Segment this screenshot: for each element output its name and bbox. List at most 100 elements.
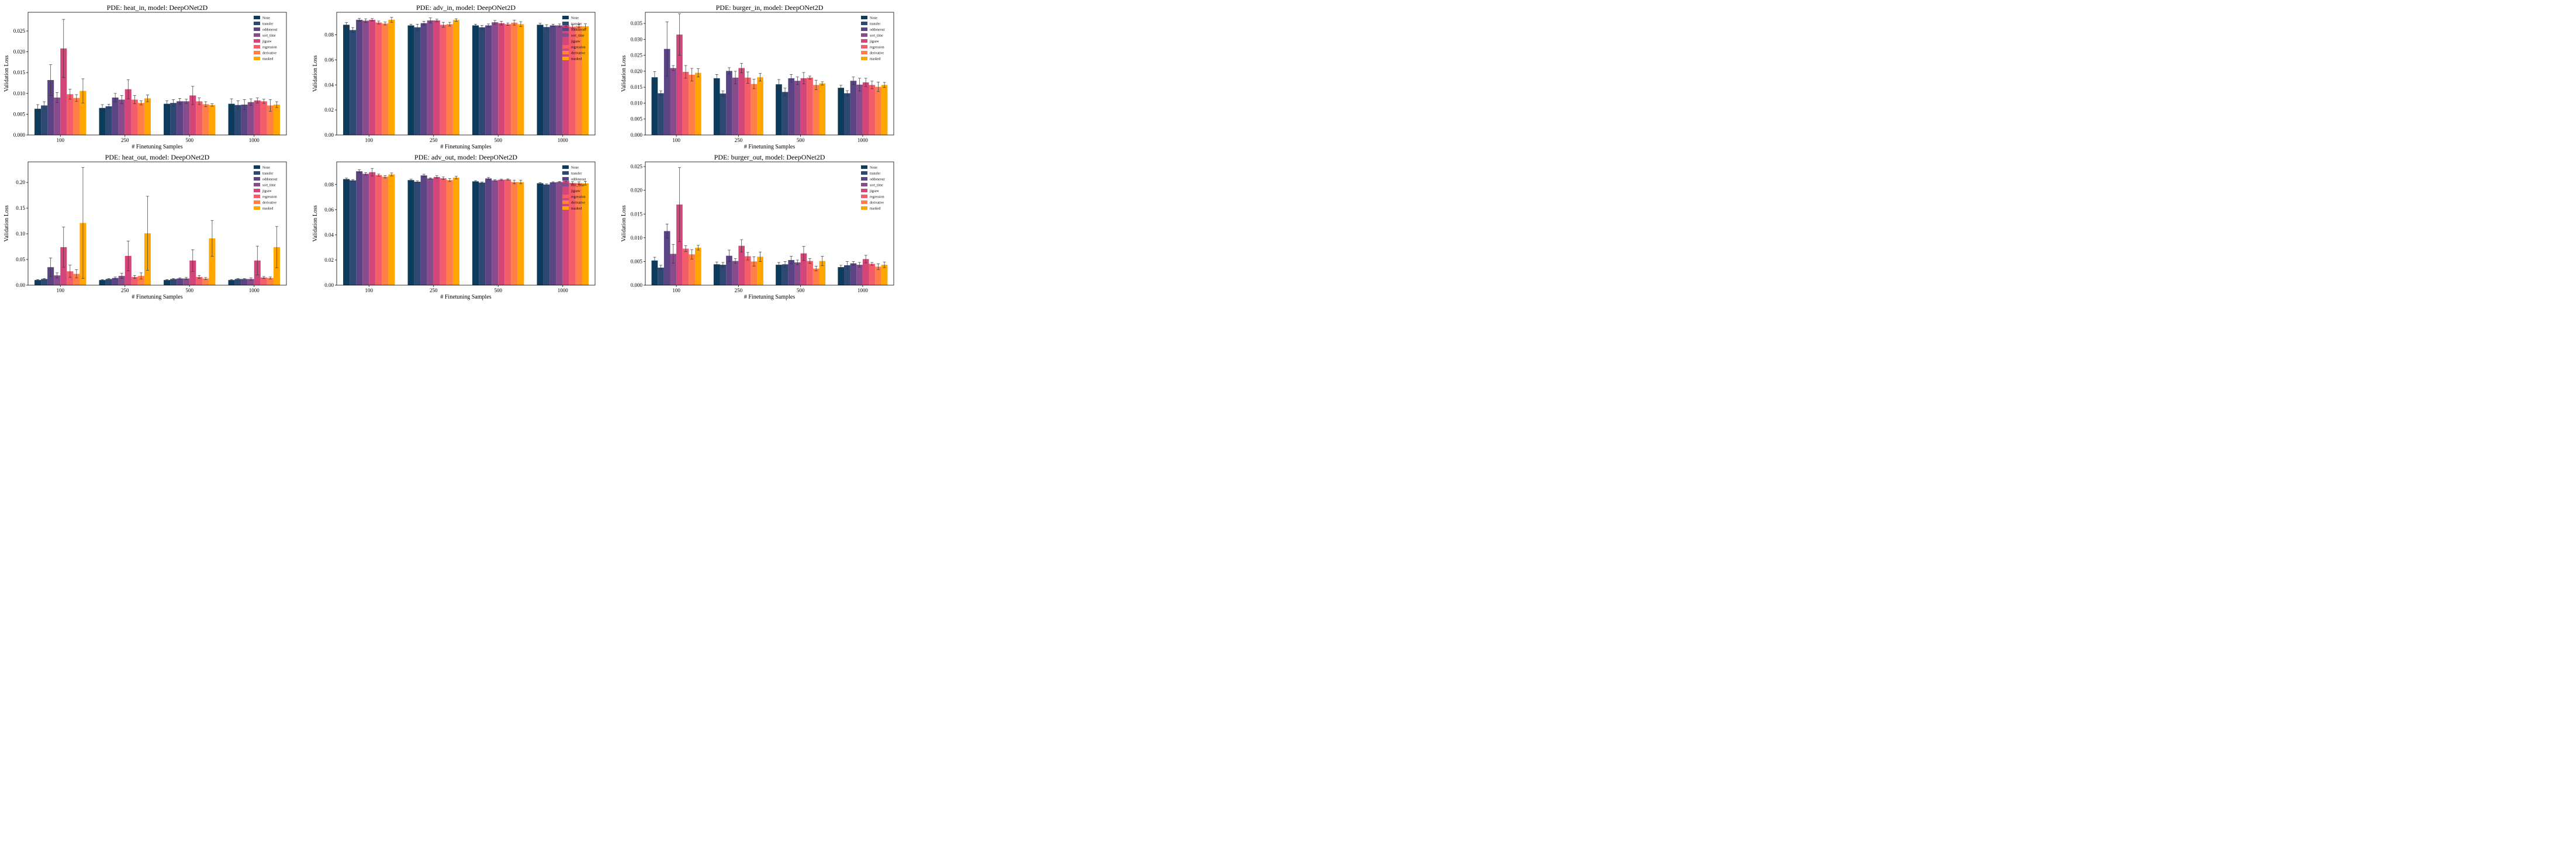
bar-transfer	[170, 103, 177, 135]
bar-masked	[517, 24, 524, 135]
bar-jigsaw	[862, 82, 869, 135]
bar-None	[651, 77, 658, 135]
x-tick-label: 500	[186, 288, 194, 293]
plot-frame	[27, 161, 287, 286]
x-tick-label: 100	[365, 137, 374, 143]
x-tick-label: 250	[735, 137, 743, 143]
legend-label: oddoneout	[870, 29, 885, 32]
bar-transfer	[41, 105, 48, 135]
bar-transfer	[234, 105, 241, 135]
y-tick-label: 0.005	[631, 116, 643, 122]
bar-derivative	[751, 84, 758, 135]
legend-swatch-transfer	[562, 171, 569, 175]
plot-frame	[645, 12, 894, 136]
bar-transfer	[105, 279, 112, 285]
bar-None	[164, 103, 171, 135]
bar-regression	[869, 85, 876, 135]
bar-regression	[131, 276, 138, 285]
bar-oddoneout	[850, 263, 857, 285]
y-tick-label: 0.000	[13, 132, 26, 138]
x-tick-label: 100	[57, 288, 65, 293]
chart-panel-6: PDE: burger_out, model: DeepONet2D Valida…	[621, 153, 894, 300]
bar-oddoneout	[420, 175, 427, 285]
bar-oddoneout	[356, 19, 363, 135]
legend-label: masked	[262, 58, 273, 61]
x-tick-label: 1000	[857, 137, 869, 143]
legend-swatch-None	[254, 16, 260, 19]
bar-None	[776, 265, 782, 285]
legend-swatch-jigsaw	[254, 189, 260, 192]
y-tick-label: 0.025	[631, 53, 643, 58]
bar-masked	[819, 261, 826, 285]
bar-masked	[144, 98, 151, 135]
y-tick-label: 0.020	[13, 49, 26, 55]
bar-oddoneout	[663, 231, 670, 285]
y-tick-label: 0.015	[13, 70, 26, 75]
legend-swatch-oddoneout	[254, 27, 260, 31]
bar-derivative	[202, 104, 209, 135]
bar-sort-time	[427, 178, 434, 285]
bar-derivative	[875, 266, 881, 285]
bar-derivative	[267, 105, 274, 135]
bar-oddoneout	[241, 279, 248, 285]
chart-panel-5: PDE: adv_out, model: DeepONet2D Validatio…	[312, 153, 596, 300]
y-axis-label: Validation Loss	[4, 56, 10, 92]
bar-sort-time	[54, 275, 61, 285]
y-tick-label: 0.000	[631, 132, 643, 138]
legend-swatch-masked	[562, 57, 569, 60]
legend-label: None	[870, 17, 877, 20]
bar-regression	[569, 182, 576, 285]
y-tick-label: 0.06	[324, 57, 334, 63]
legend-swatch-sort-time	[254, 33, 260, 37]
legend-label: derivative	[870, 202, 884, 205]
y-axis-label: Validation Loss	[4, 205, 10, 242]
legend-label: None	[571, 167, 579, 170]
x-tick-label: 1000	[249, 288, 260, 293]
x-tick-label: 100	[57, 137, 65, 143]
x-tick-label: 250	[735, 288, 743, 293]
bar-jigsaw	[676, 34, 683, 135]
x-axis-label: # Finetuning Samples	[440, 144, 491, 150]
bar-oddoneout	[549, 25, 556, 135]
y-tick-label: 0.020	[631, 68, 643, 74]
bar-regression	[260, 277, 267, 285]
legend-swatch-oddoneout	[861, 27, 867, 31]
legend-swatch-regression	[861, 45, 867, 49]
legend-swatch-derivative	[861, 51, 867, 54]
legend-label: regression	[870, 196, 884, 199]
legend-label: jigsaw	[869, 190, 879, 193]
bar-regression	[440, 25, 447, 135]
y-tick-label: 0.02	[324, 107, 334, 113]
bar-masked	[819, 83, 826, 135]
y-tick-label: 0.025	[13, 28, 26, 34]
x-tick-label: 100	[672, 137, 680, 143]
bar-transfer	[658, 93, 664, 135]
legend-swatch-None	[861, 16, 867, 19]
legend-swatch-jigsaw	[562, 189, 569, 192]
bar-jigsaw	[189, 95, 196, 135]
y-axis-label: Validation Loss	[621, 205, 627, 242]
bar-sort-time	[362, 174, 369, 285]
x-axis-label: # Finetuning Samples	[132, 144, 182, 150]
bar-masked	[517, 182, 524, 285]
bar-None	[99, 108, 106, 135]
bar-sort-time	[794, 81, 801, 135]
legend-label: jigsaw	[570, 40, 580, 44]
bar-derivative	[267, 278, 274, 285]
legend-swatch-derivative	[254, 51, 260, 54]
legend-swatch-sort-time	[562, 183, 569, 186]
bar-masked	[881, 85, 888, 135]
legend-label: derivative	[870, 52, 884, 56]
x-tick-label: 100	[672, 288, 680, 293]
legend-label: jigsaw	[869, 40, 879, 44]
x-axis-label: # Finetuning Samples	[440, 294, 491, 300]
y-tick-label: 0.015	[631, 84, 643, 90]
bar-None	[164, 280, 171, 285]
bar-regression	[869, 264, 876, 285]
legend-swatch-transfer	[861, 22, 867, 25]
bar-masked	[273, 105, 280, 135]
legend-label: transfer	[571, 172, 582, 176]
bar-jigsaw	[562, 25, 569, 135]
